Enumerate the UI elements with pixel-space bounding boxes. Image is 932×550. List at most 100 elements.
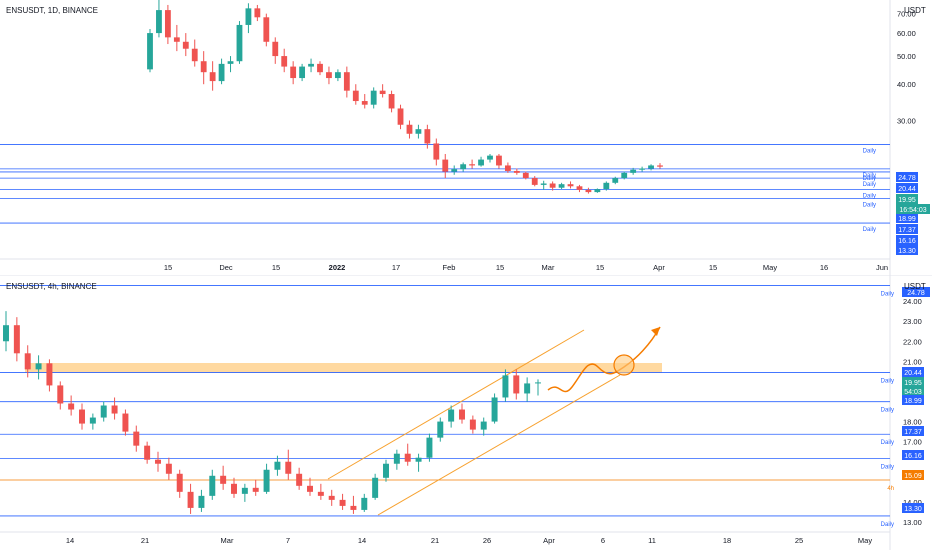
daily-time-tick-2: 15 — [272, 263, 280, 272]
daily-candle-14 — [272, 37, 279, 64]
svg-text:18.99: 18.99 — [898, 216, 916, 223]
projection-arrow-icon — [651, 327, 660, 336]
daily-candle-52 — [612, 176, 619, 185]
daily-candle-3 — [173, 24, 180, 52]
daily-time-tick-7: Mar — [542, 263, 555, 272]
daily-time-tick-1: Dec — [219, 263, 233, 272]
daily-candle-37 — [478, 156, 484, 167]
daily-candle-45 — [549, 181, 556, 191]
h4-price-badge-5: 16.16 — [902, 450, 924, 460]
daily-candle-24 — [361, 94, 368, 109]
daily-candle-27 — [388, 90, 395, 113]
daily-candle-50 — [594, 188, 601, 193]
daily-level-label-3: Daily — [863, 182, 876, 188]
h4-candle-12 — [133, 425, 140, 452]
h4-candle-29 — [317, 483, 324, 500]
h4-candle-10 — [111, 397, 118, 420]
h4-price-tick-6: 14.00 — [903, 498, 922, 507]
h4-price-tick-5: 17.00 — [903, 438, 922, 447]
h4-candle-7 — [79, 403, 85, 430]
daily-candle-39 — [496, 153, 502, 169]
daily-candle-15 — [281, 48, 288, 73]
daily-candle-53 — [621, 171, 628, 180]
daily-price-tick-1: 60.00 — [897, 29, 916, 38]
h4-candle-20 — [220, 465, 227, 490]
h4-candle-37 — [404, 443, 411, 466]
svg-text:17.37: 17.37 — [904, 429, 922, 436]
daily-candle-57 — [657, 163, 663, 169]
daily-candle-16 — [290, 61, 297, 85]
supply-zone — [25, 363, 662, 373]
daily-candle-56 — [648, 164, 654, 171]
daily-time-tick-4: 17 — [392, 263, 400, 272]
channel-upper-line — [327, 329, 585, 480]
daily-price-tick-4: 30.00 — [897, 116, 916, 125]
h4-candle-42 — [459, 403, 465, 424]
daily-candle-35 — [460, 162, 467, 172]
daily-candle-8 — [218, 58, 225, 85]
h4-candle-25 — [274, 455, 281, 476]
h4-price-badge-6: 15.09 — [902, 470, 924, 480]
svg-text:24.78: 24.78 — [907, 290, 925, 297]
daily-candle-19 — [317, 61, 323, 76]
svg-text:17.37: 17.37 — [898, 227, 916, 234]
h4-price-badge-3: 18.99 — [902, 395, 924, 405]
h4-candle-1 — [13, 317, 20, 362]
h4-candle-34 — [372, 473, 379, 500]
h4-level-label-1: Daily — [881, 379, 894, 385]
h4-candle-30 — [328, 489, 335, 506]
h4-candle-28 — [307, 477, 313, 496]
daily-candle-54 — [630, 167, 637, 175]
daily-price-tick-2: 50.00 — [897, 52, 916, 61]
daily-price-badge-2: 19.95 — [896, 194, 918, 204]
daily-candle-48 — [576, 184, 583, 193]
h4-candle-19 — [209, 469, 216, 500]
h4-chart-pane[interactable]: Daily Daily Daily Daily Daily 4h Daily 24.00 23… — [0, 275, 932, 550]
h4-top-price-badge: 24.78 — [902, 287, 930, 297]
daily-candle-6 — [200, 51, 207, 85]
daily-candle-17 — [299, 63, 306, 82]
h4-level-label-3: Daily — [881, 440, 894, 446]
h4-candle-45 — [491, 393, 498, 424]
daily-candle-41 — [513, 168, 520, 175]
breakout-circle — [613, 354, 635, 376]
daily-candle-34 — [451, 165, 458, 175]
h4-price-tick-2: 22.00 — [903, 337, 922, 346]
daily-time-tick-6: 15 — [496, 263, 504, 272]
h4-candle-26 — [285, 449, 292, 480]
h4-time-tick-11: 25 — [795, 536, 803, 545]
h4-time-tick-5: 21 — [431, 536, 439, 545]
h4-candle-0 — [3, 311, 9, 352]
h4-level-label-0: Daily — [881, 291, 894, 297]
daily-candle-49 — [585, 187, 592, 194]
daily-candle-33 — [442, 153, 449, 179]
h4-candle-48 — [524, 377, 531, 402]
svg-text:20.44: 20.44 — [904, 370, 922, 377]
h4-candle-3 — [35, 355, 42, 380]
h4-price-badge-1: 19.95 — [902, 377, 924, 387]
h4-candle-6 — [68, 395, 75, 416]
daily-candle-11 — [245, 3, 252, 34]
daily-chart-pane[interactable]: Daily Daily Daily Daily Daily Daily Daily 70.0… — [0, 0, 932, 275]
h4-candle-24 — [263, 463, 270, 494]
h4-candle-36 — [393, 449, 400, 470]
h4-level-label-5: 4h — [887, 486, 894, 492]
daily-price-badge-5: 16.16 — [896, 235, 918, 245]
h4-candle-9 — [100, 401, 107, 422]
h4-price-badge-7: 13.30 — [902, 503, 924, 513]
daily-candle-21 — [334, 69, 341, 82]
daily-level-label-6: Daily — [863, 227, 876, 233]
svg-text:16.16: 16.16 — [898, 238, 916, 245]
h4-chart[interactable]: Daily Daily Daily Daily Daily 4h Daily 24.00 23… — [0, 275, 932, 550]
h4-candle-5 — [57, 381, 64, 410]
svg-text:18.99: 18.99 — [904, 398, 922, 405]
daily-candle-12 — [254, 4, 261, 22]
h4-price-badge-0: 20.44 — [902, 367, 924, 377]
daily-time-tick-3: 2022 — [329, 263, 346, 272]
daily-level-label-5: Daily — [863, 202, 876, 208]
daily-level-label-0: Daily — [863, 149, 876, 155]
h4-candle-8 — [89, 413, 96, 430]
channel-lower-line — [377, 374, 621, 516]
daily-candle-7 — [209, 61, 216, 91]
